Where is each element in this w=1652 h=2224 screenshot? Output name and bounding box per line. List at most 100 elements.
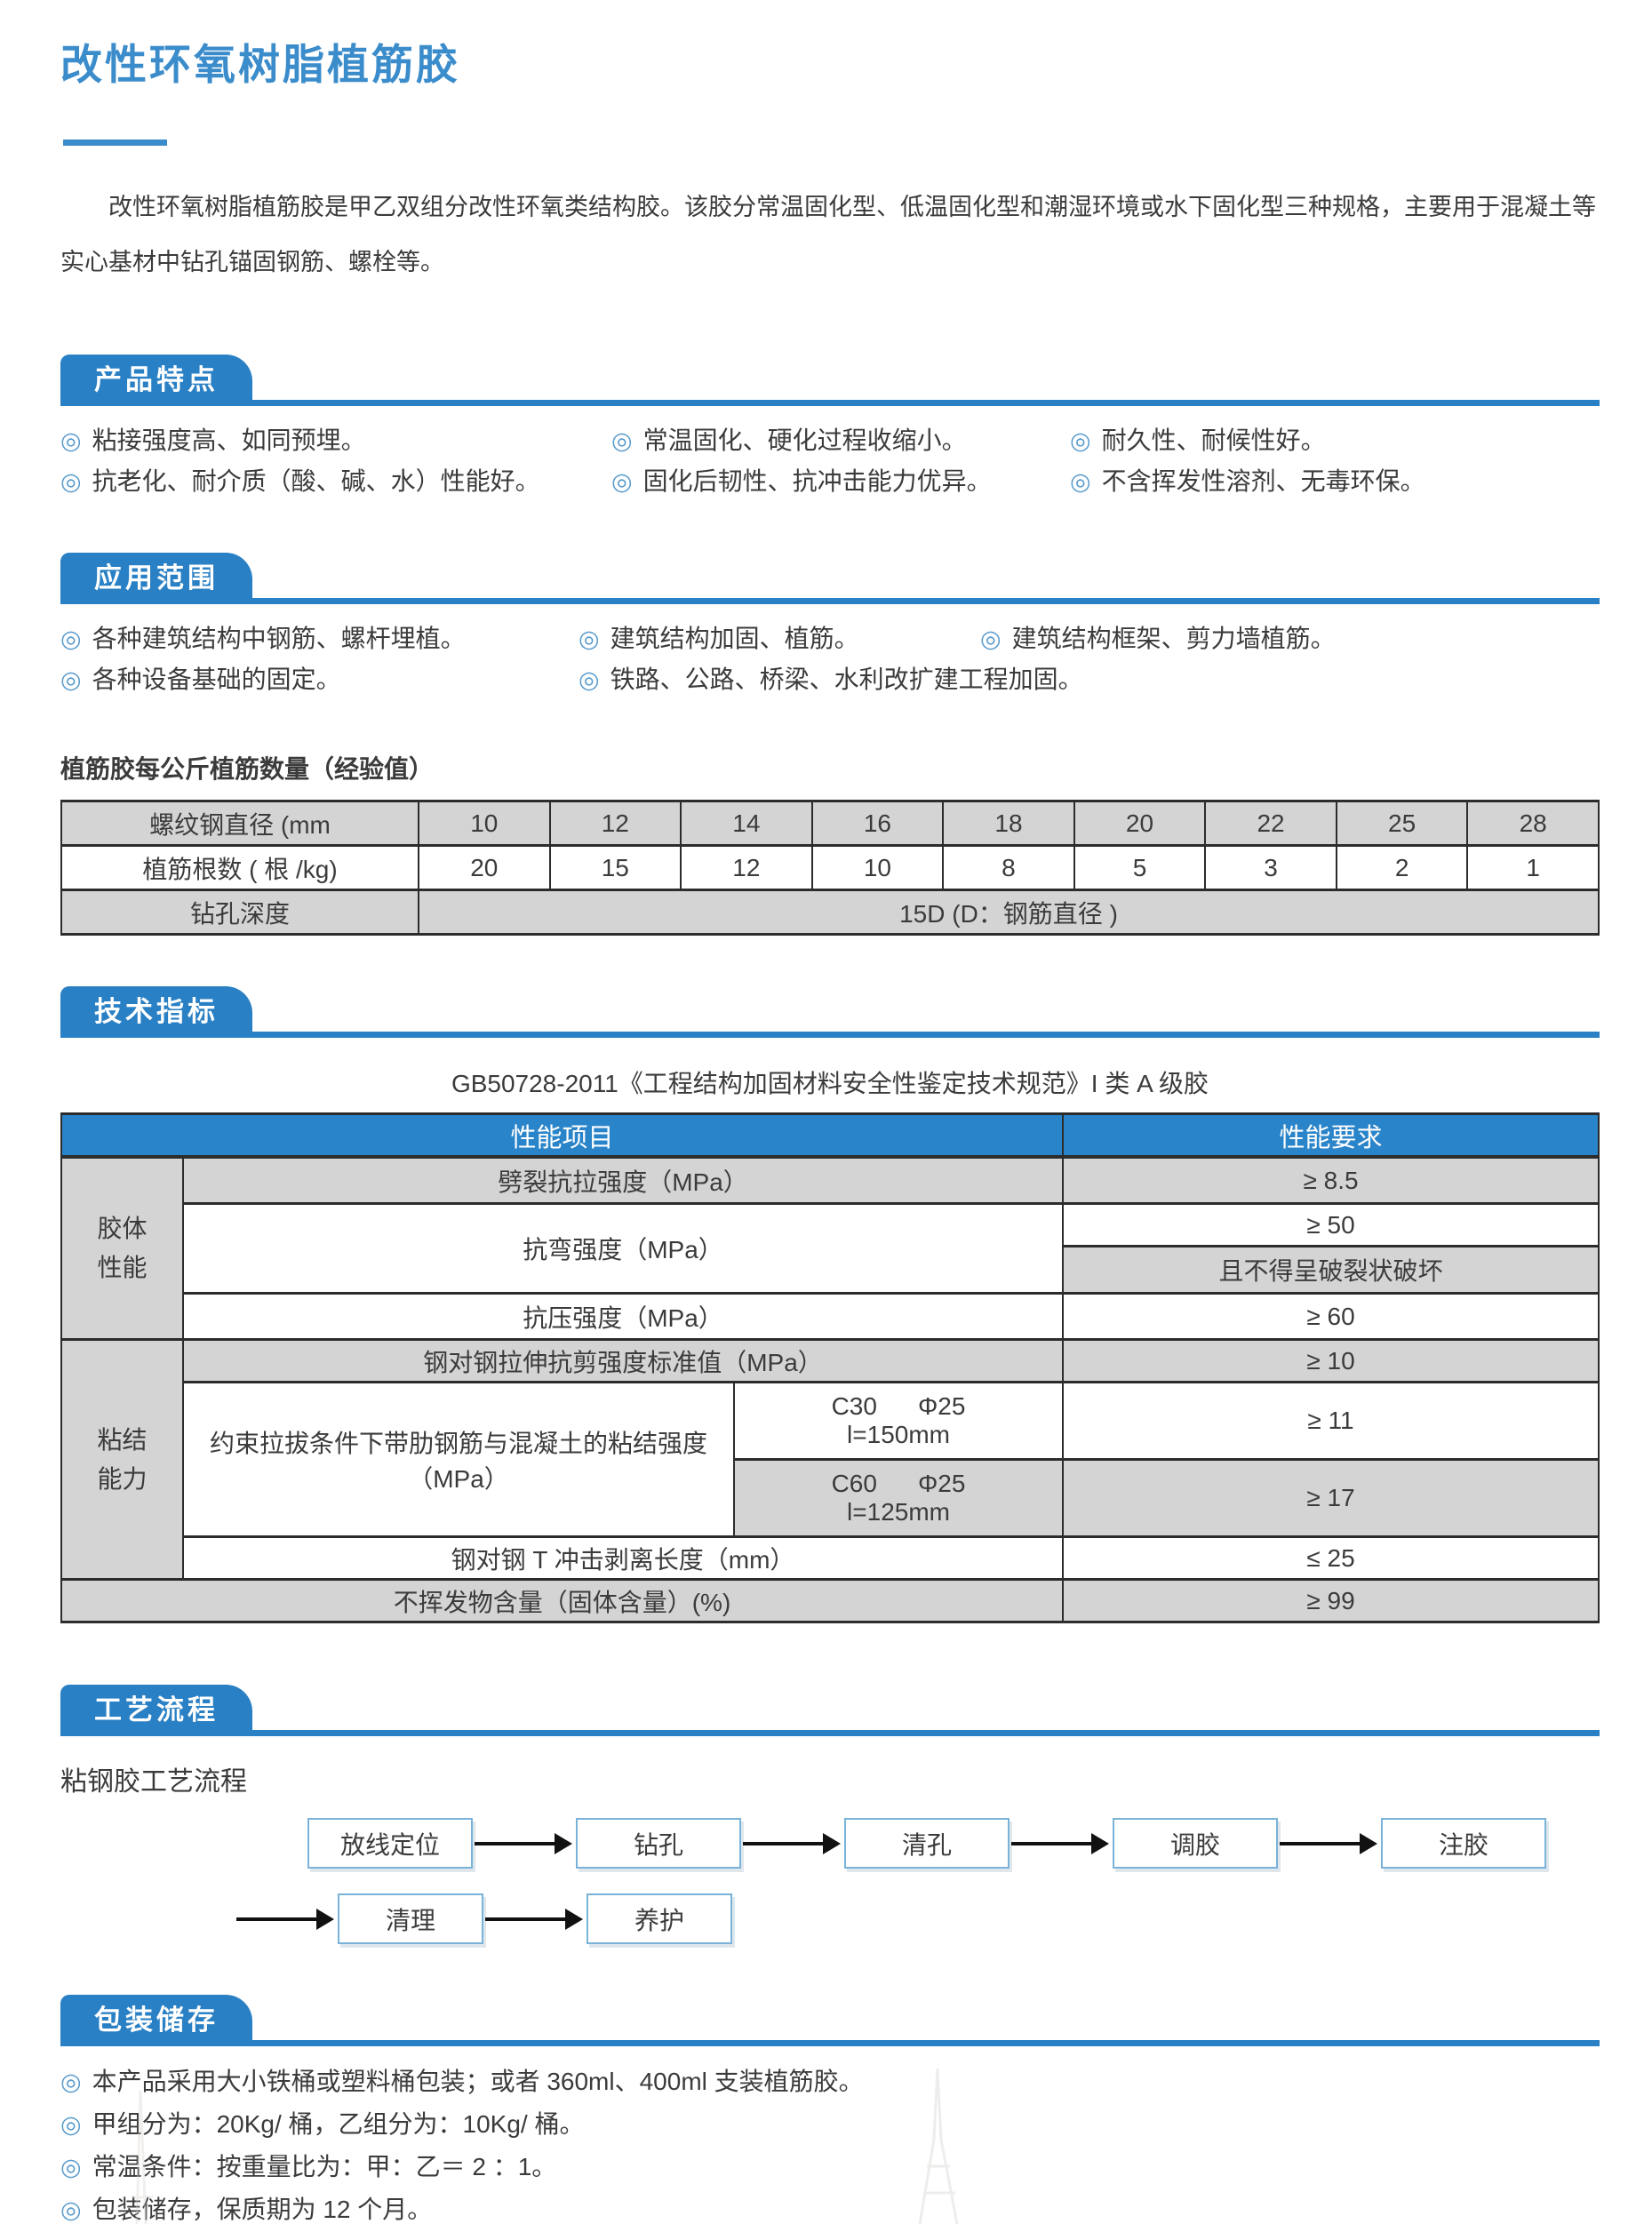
features-list: ◎ 粘接强度高、如同预埋。 ◎ 常温固化、硬化过程收缩小。 ◎ 耐久性、耐候性好。 ◎… xyxy=(60,420,1600,502)
feature-text: 粘接强度高、如同预埋。 xyxy=(92,426,366,454)
arrow-right-icon xyxy=(743,1841,823,1845)
section-badge-process: 工艺流程 xyxy=(60,1685,252,1736)
list-item: ◎ 各种设备基础的固定。 xyxy=(60,659,579,700)
row-header: 钻孔深度 xyxy=(60,889,419,936)
dosage-table-caption: 植筋胶每公斤植筋数量（经验值） xyxy=(60,755,435,783)
cell: 18 xyxy=(942,800,1075,847)
circle-bullet-icon: ◎ xyxy=(980,626,1002,652)
section-badge-applications: 应用范围 xyxy=(60,553,252,604)
cell: 12 xyxy=(680,844,813,891)
section-header-tech: 技术指标 xyxy=(60,980,1600,1038)
page-title: 改性环氧树脂植筋胶 xyxy=(60,41,460,88)
cell: 16 xyxy=(810,800,945,847)
section-rule xyxy=(60,1730,1600,1736)
column-header: 性能项目 xyxy=(60,1112,1065,1159)
tech-spec-table: 性能项目 性能要求 胶体 性能 劈裂抗拉强度（MPa） ≥ 8.5 抗弯强度（M… xyxy=(60,1112,1600,1623)
cell: 20 xyxy=(1073,800,1207,847)
section-header-features: 产品特点 xyxy=(60,348,1600,406)
flow-step: 调胶 xyxy=(1113,1818,1278,1869)
packaging-text: 本产品采用大小铁桶或塑料桶包装；或者 360ml、400ml 支装植筋胶。 xyxy=(92,2068,864,2095)
circle-bullet-icon: ◎ xyxy=(60,2111,82,2138)
table-row: 胶体 性能 劈裂抗拉强度（MPa） ≥ 8.5 xyxy=(60,1155,1600,1341)
condition-cell: C60 Φ25 l=125mm xyxy=(732,1458,1065,1538)
value-cell: ≥ 11 xyxy=(1062,1381,1600,1461)
list-item: ◎ 粘接强度高、如同预埋。 xyxy=(60,420,611,461)
circle-bullet-icon: ◎ xyxy=(60,468,82,495)
dosage-table: 螺纹钢直径 (mm 10 12 14 16 18 20 22 25 28 植筋根… xyxy=(60,800,1600,936)
process-subtitle: 粘钢胶工艺流程 xyxy=(60,1767,247,1797)
list-item: ◎ 包装储存，保质期为 12 个月。 xyxy=(60,2196,1600,2224)
process-flow-row-1: 放线定位 钻孔 清孔 调胶 注胶 xyxy=(307,1818,1600,1869)
circle-bullet-icon: ◎ xyxy=(579,666,600,693)
list-item: ◎ 抗老化、耐介质（酸、碱、水）性能好。 xyxy=(60,461,611,502)
cell: 28 xyxy=(1466,800,1600,847)
application-text: 各种建筑结构中钢筋、螺杆埋植。 xyxy=(92,625,466,652)
flow-step: 钻孔 xyxy=(576,1818,741,1869)
arrow-right-icon xyxy=(475,1841,555,1845)
cell: 22 xyxy=(1204,800,1337,847)
list-item: ◎ 常温条件：按重量比为：甲：乙＝ 2 ：1。 xyxy=(60,2153,1600,2181)
cell: 20 xyxy=(418,844,551,891)
section-badge-features: 产品特点 xyxy=(60,355,252,406)
list-item: ◎ 建筑结构框架、剪力墙植筋。 xyxy=(980,618,1600,659)
group-cell: 粘结 能力 xyxy=(60,1338,184,1581)
table-row: 不挥发物含量（固体含量）(%) ≥ 99 xyxy=(60,1578,1600,1623)
section-rule xyxy=(60,1032,1600,1038)
section-rule xyxy=(60,2040,1600,2046)
cell: 12 xyxy=(548,800,682,847)
table-row: 约束拉拔条件下带肋钢筋与混凝土的粘结强度（MPa） C30 Φ25 l=150mm… xyxy=(61,1381,1600,1538)
packaging-text: 包装储存，保质期为 12 个月。 xyxy=(92,2196,433,2223)
cell: 10 xyxy=(810,844,945,891)
value-cell: ≥ 50 xyxy=(1062,1202,1600,1248)
property-cell: 不挥发物含量（固体含量）(%) xyxy=(60,1578,1065,1623)
circle-bullet-icon: ◎ xyxy=(1070,427,1091,454)
property-cell: 约束拉拔条件下带肋钢筋与混凝土的粘结强度（MPa） xyxy=(182,1381,735,1538)
list-item: ◎ 耐久性、耐候性好。 xyxy=(1070,420,1600,461)
value-cell: ≥ 8.5 xyxy=(1062,1155,1600,1205)
flow-step: 养护 xyxy=(587,1893,732,1944)
list-item: ◎ 各种建筑结构中钢筋、螺杆埋植。 xyxy=(60,618,579,659)
property-cell: 钢对钢 T 冲击剥离长度（mm） xyxy=(181,1535,1065,1581)
property-cell: 劈裂抗拉强度（MPa） xyxy=(181,1155,1065,1205)
application-text: 建筑结构框架、剪力墙植筋。 xyxy=(1011,625,1336,652)
value-cell: ≥ 17 xyxy=(1062,1458,1600,1538)
anchor-length: l=125mm xyxy=(847,1498,950,1526)
arrow-right-icon xyxy=(1011,1841,1091,1845)
feature-text: 抗老化、耐介质（酸、碱、水）性能好。 xyxy=(92,467,540,495)
feature-text: 耐久性、耐候性好。 xyxy=(1101,426,1326,454)
section-badge-packaging: 包装储存 xyxy=(60,1995,252,2046)
column-header: 性能要求 xyxy=(1062,1112,1600,1159)
circle-bullet-icon: ◎ xyxy=(60,2154,82,2180)
list-item: ◎ 铁路、公路、桥梁、水利改扩建工程加固。 xyxy=(579,659,1083,700)
flow-step: 放线定位 xyxy=(307,1818,473,1869)
property-cell: 抗压强度（MPa） xyxy=(181,1292,1065,1341)
flow-step: 清孔 xyxy=(844,1818,1010,1869)
section-header-applications: 应用范围 xyxy=(60,546,1600,604)
packaging-list: ◎ 本产品采用大小铁桶或塑料桶包装；或者 360ml、400ml 支装植筋胶。 ◎… xyxy=(60,2068,1600,2224)
cell: 5 xyxy=(1073,844,1207,891)
flow-step: 注胶 xyxy=(1381,1818,1546,1869)
arrow-right-icon xyxy=(1280,1841,1360,1845)
list-item: ◎ 不含挥发性溶剂、无毒环保。 xyxy=(1070,461,1600,502)
list-item: ◎ 本产品采用大小铁桶或塑料桶包装；或者 360ml、400ml 支装植筋胶。 xyxy=(60,2068,1600,2096)
table-row: 抗弯强度（MPa） ≥ 50 xyxy=(61,1202,1600,1295)
value-cell: 且不得呈破裂状破坏 xyxy=(1062,1245,1600,1295)
flow-step: 清理 xyxy=(338,1893,483,1944)
concrete-grade: C30 xyxy=(831,1392,877,1420)
anchor-length: l=150mm xyxy=(847,1421,950,1448)
table-header-row: 性能项目 性能要求 xyxy=(60,1112,1600,1159)
cell: 14 xyxy=(680,800,813,847)
table-row: 抗压强度（MPa） ≥ 60 xyxy=(61,1292,1600,1341)
cell: 2 xyxy=(1335,844,1469,891)
title-underline xyxy=(63,139,167,146)
table-row: 钢对钢 T 冲击剥离长度（mm） ≤ 25 xyxy=(61,1535,1600,1581)
process-flow-row-2: 清理 养护 xyxy=(235,1893,1600,1944)
application-text: 建筑结构加固、植筋。 xyxy=(610,625,859,652)
cell: 1 xyxy=(1466,844,1600,891)
application-text: 铁路、公路、桥梁、水利改扩建工程加固。 xyxy=(610,666,1083,693)
list-item: ◎ 常温固化、硬化过程收缩小。 xyxy=(611,420,1070,461)
cell: 15 xyxy=(548,844,682,891)
arrow-right-icon xyxy=(485,1917,565,1921)
table-row: 且不得呈破裂状破坏 xyxy=(61,1245,1600,1295)
value-cell: ≤ 25 xyxy=(1062,1535,1600,1581)
